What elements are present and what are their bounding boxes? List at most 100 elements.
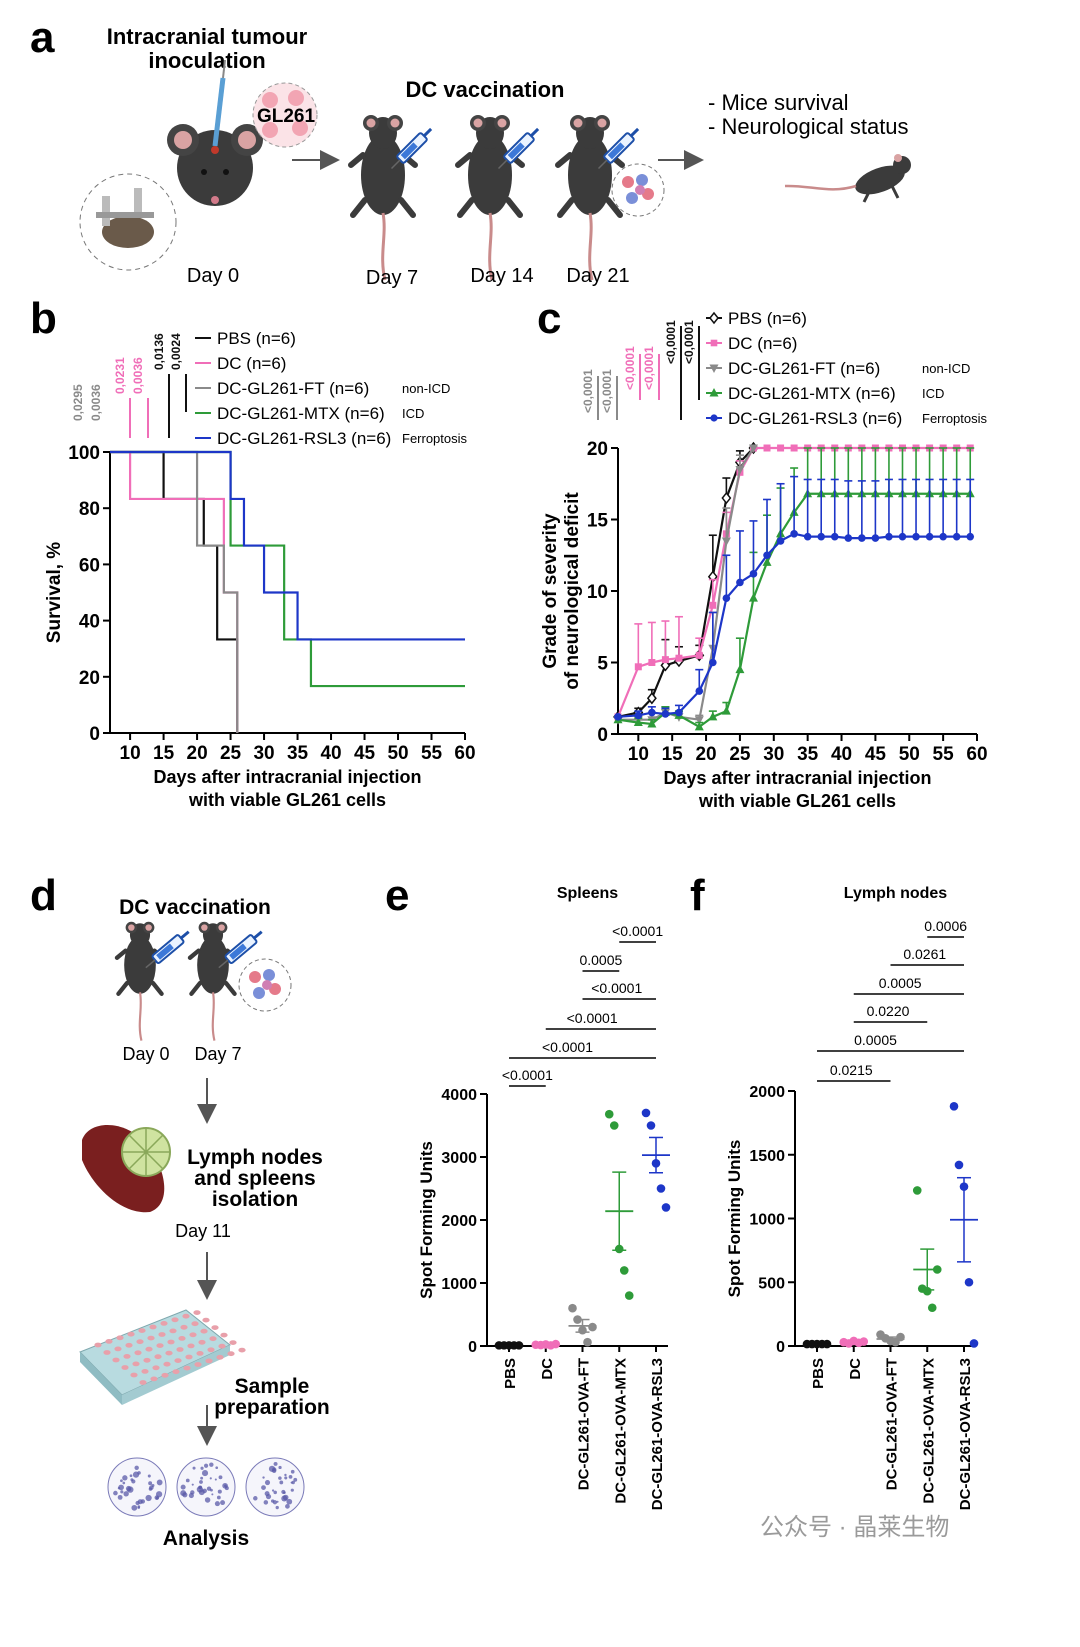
plate-well: [105, 1339, 113, 1344]
spot: [214, 1478, 217, 1481]
chart-title: Lymph nodes: [844, 885, 948, 902]
x-tick-label: 60: [966, 744, 987, 765]
legend-marker: [710, 339, 718, 347]
x-tick-label: 25: [220, 743, 242, 764]
spot: [275, 1505, 279, 1510]
data-point: [634, 663, 642, 671]
plate-well: [198, 1339, 206, 1345]
spot: [118, 1484, 124, 1491]
data-point: [633, 717, 643, 727]
spot: [214, 1501, 220, 1507]
data-point: [777, 444, 785, 452]
y-axis-title-line2: of neurological deficit: [562, 492, 583, 690]
plate-well: [207, 1347, 215, 1353]
pvalue-label: <0,0001: [623, 346, 637, 390]
data-point: [735, 664, 745, 674]
data-point: [844, 534, 853, 542]
data-point: [661, 656, 669, 664]
y-tick-label: 3000: [441, 1150, 477, 1167]
spot: [276, 1500, 279, 1503]
spleen-lymph-node-illustration: [82, 1125, 171, 1213]
data-point: [830, 532, 839, 541]
data-point: [641, 1108, 651, 1118]
day-label-21: Day 21: [566, 265, 629, 287]
spot: [180, 1484, 186, 1490]
data-point: [762, 557, 772, 566]
data-point: [661, 1203, 671, 1212]
pvalue-label: 0,0036: [89, 384, 103, 421]
x-tick-label: 10: [120, 743, 141, 764]
x-tick-label: DC-GL261-OVA-MTX: [920, 1358, 937, 1504]
plate-well: [172, 1369, 180, 1375]
plate-well: [103, 1350, 111, 1355]
plate-well: [123, 1354, 131, 1359]
spot: [290, 1488, 294, 1492]
pvalue-label: 0,0036: [131, 357, 145, 394]
data-point: [964, 1277, 974, 1287]
panel-e: e 0 1000 2000 3000 4000 Spot Forming Units Spl…: [385, 871, 671, 1510]
d-day-0: Day 0: [122, 1044, 169, 1064]
spot: [210, 1488, 213, 1492]
legend-marker: [709, 311, 719, 325]
plate-well: [165, 1350, 173, 1356]
plate-well: [167, 1339, 175, 1345]
y-tick-label: 0: [468, 1339, 477, 1356]
data-point: [675, 654, 683, 662]
spot: [182, 1492, 188, 1498]
plate-well: [220, 1332, 228, 1338]
elispot-wells-illustration: [107, 1457, 305, 1517]
plate-well: [229, 1340, 237, 1345]
spot: [209, 1462, 214, 1467]
data-point: [763, 444, 771, 452]
significance-pvalue: 0.0005: [579, 952, 622, 968]
y-tick-label: 10: [587, 582, 608, 603]
x-tick-label: 40: [320, 743, 341, 764]
spot: [129, 1474, 133, 1478]
spot: [291, 1480, 295, 1485]
panel-letter-f: f: [690, 871, 705, 920]
chart-title: Spleens: [557, 885, 618, 902]
data-point: [885, 532, 893, 541]
data-point: [661, 710, 670, 718]
plate-well: [134, 1350, 142, 1356]
vaccinated-mouse-1: [351, 115, 437, 280]
spot: [137, 1499, 143, 1505]
data-point: [568, 1303, 577, 1313]
x-tick-label: DC: [847, 1358, 864, 1380]
legend-tag: ICD: [922, 386, 944, 401]
plate-well: [147, 1335, 155, 1341]
survival-chart: 0 20 40 60 80 100 10 15 20 25 30 35 40 45 50 55 60 Days a…: [44, 329, 476, 810]
plate-well: [189, 1332, 197, 1338]
plate-well: [178, 1336, 186, 1341]
legend-marker: [709, 364, 719, 373]
data-point: [646, 692, 657, 705]
pvalue-label: <0,0001: [682, 320, 696, 364]
data-point: [648, 659, 656, 666]
significance-pvalue: <0.0001: [591, 980, 642, 996]
panel-d: d DC vaccination Day 0 Day 7 Lymph nodes…: [30, 871, 330, 1550]
plate-well: [163, 1361, 171, 1367]
significance-pvalue: 0.0215: [830, 1062, 873, 1078]
spot: [155, 1496, 159, 1500]
data-point: [709, 601, 717, 609]
y-axis-title-line1: Grade of severity: [540, 513, 561, 669]
spot: [188, 1493, 194, 1499]
plate-well: [136, 1339, 144, 1345]
day-label-0: Day 0: [187, 265, 239, 287]
significance-pvalue: <0.0001: [502, 1067, 553, 1083]
spot: [264, 1479, 271, 1486]
data-point: [912, 532, 920, 541]
plate-well: [152, 1365, 160, 1371]
spot: [148, 1481, 153, 1486]
d-vaccinated-mouse-1: [117, 922, 194, 1041]
plate-well: [174, 1358, 182, 1363]
spot: [131, 1504, 138, 1511]
spot: [204, 1497, 211, 1503]
x-tick-label: 50: [387, 743, 408, 764]
plate-well: [154, 1354, 162, 1360]
data-point: [695, 687, 704, 695]
series-line-rsl3: [110, 450, 465, 641]
x-tick-label: PBS: [502, 1358, 519, 1389]
isolation-line2: and spleens: [194, 1167, 315, 1190]
spot: [117, 1494, 123, 1500]
